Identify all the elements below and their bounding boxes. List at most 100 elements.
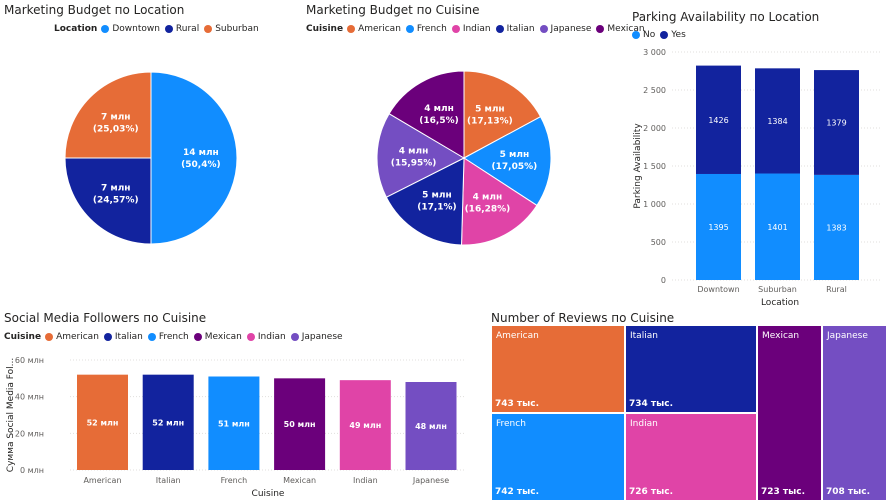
- treemap-cell-indian[interactable]: Indian 726 тыс.: [625, 413, 757, 501]
- bar-data-label: 50 млн: [284, 420, 316, 429]
- y-axis-title: Parking Availability: [633, 123, 643, 209]
- legend-item-american[interactable]: American: [45, 332, 99, 342]
- bar-data-label: 1426: [708, 116, 728, 125]
- y-tick-label: 60 млн: [15, 356, 44, 365]
- slice-percent-label: (17,13%): [467, 117, 513, 127]
- pie-slice-indian[interactable]: [460, 157, 538, 246]
- legend-item-suburban[interactable]: Suburban: [204, 24, 259, 34]
- legend-dot: [596, 25, 605, 33]
- pie-slice-american[interactable]: [463, 70, 542, 159]
- bar-suburban-no[interactable]: [755, 173, 800, 280]
- pie-slice-italian[interactable]: [385, 157, 465, 246]
- pie-slice-downtown[interactable]: [150, 71, 238, 245]
- slice-percent-label: (16,28%): [465, 205, 511, 215]
- bar-french[interactable]: [208, 376, 260, 471]
- pie-slice-mexican[interactable]: [388, 70, 465, 159]
- bar-rural-no[interactable]: [814, 174, 859, 280]
- slice-value-label: 5 млн: [500, 150, 530, 160]
- followers-panel: Social Media Followers по Cuisine Cuisin…: [4, 308, 464, 501]
- bar-rural-yes[interactable]: [814, 70, 859, 175]
- legend-dot: [347, 25, 356, 33]
- legend-item-italian[interactable]: Italian: [495, 24, 535, 34]
- slice-value-label: 4 млн: [473, 193, 503, 203]
- legend-item-yes[interactable]: Yes: [660, 30, 686, 40]
- bar-data-label: 49 млн: [349, 421, 381, 430]
- bar-mexican[interactable]: [274, 378, 326, 470]
- budget-cuisine-panel: Marketing Budget по Cuisine Cuisine Ameri…: [306, 0, 645, 300]
- legend-dot: [451, 25, 460, 33]
- pie-slice-rural[interactable]: [64, 157, 152, 245]
- legend-label: Indian: [462, 24, 491, 34]
- legend-label: Rural: [175, 24, 200, 34]
- treemap-cell-name: Mexican: [762, 331, 800, 341]
- treemap-cell-mexican[interactable]: Mexican 723 тыс.: [757, 325, 822, 501]
- pie-slice-french[interactable]: [463, 116, 552, 207]
- budget-location-pie: 14 млн (50,4%) 7 млн (24,57%) 7 млн (25,03%): [64, 71, 238, 245]
- bar-data-label: 1401: [767, 223, 787, 232]
- parking-title: Parking Availability по Location: [632, 10, 820, 24]
- legend-label: Japanese: [301, 332, 343, 342]
- budget-location-panel: Marketing Budget по Location Location Dow…: [4, 0, 304, 300]
- y-tick-label: 20 млн: [15, 429, 44, 438]
- legend-label: American: [56, 332, 99, 342]
- legend-item-american[interactable]: American: [347, 24, 401, 34]
- y-tick-label: 1 500: [643, 162, 666, 171]
- legend-item-no[interactable]: No: [632, 30, 655, 40]
- treemap-cell-value: 742 тыс.: [495, 487, 540, 497]
- legend-dot: [632, 31, 640, 39]
- bar-downtown-no[interactable]: [696, 173, 741, 280]
- legend-label: Indian: [257, 332, 286, 342]
- bar-downtown-yes[interactable]: [696, 65, 741, 174]
- legend-label: French: [158, 332, 189, 342]
- treemap-cell-american[interactable]: American 743 тыс.: [491, 325, 625, 413]
- legend-label: Italian: [114, 332, 143, 342]
- legend-item-japanese[interactable]: Japanese: [290, 332, 343, 342]
- legend-item-downtown[interactable]: Downtown: [101, 24, 160, 34]
- pie-slice-japanese[interactable]: [376, 113, 466, 198]
- parking-panel: Parking Availability по Location No Yes 0…: [632, 0, 887, 310]
- y-tick-label: 2 000: [643, 124, 666, 133]
- slice-percent-label: (17,1%): [417, 203, 456, 213]
- legend-dot: [495, 25, 504, 33]
- legend-item-indian[interactable]: Indian: [246, 332, 286, 342]
- bar-suburban-yes[interactable]: [755, 68, 800, 174]
- legend-item-japanese[interactable]: Japanese: [539, 24, 591, 34]
- treemap-cell-italian[interactable]: Italian 734 тыс.: [625, 325, 757, 413]
- legend-item-indian[interactable]: Indian: [451, 24, 491, 34]
- legend-item-mexican[interactable]: Mexican: [596, 24, 645, 34]
- legend-item-rural[interactable]: Rural: [164, 24, 200, 34]
- legend-dot: [204, 25, 213, 33]
- budget-cuisine-pie: 5 млн (17,13%) 5 млн (17,05%) 4 млн (16,28%) 5…: [376, 70, 552, 246]
- budget-cuisine-title: Marketing Budget по Cuisine: [306, 3, 480, 17]
- treemap-cell-value: 726 тыс.: [629, 487, 674, 497]
- x-tick-label: Italian: [156, 476, 181, 485]
- bar-american[interactable]: [77, 374, 128, 470]
- slice-percent-label: (24,57%): [93, 195, 139, 205]
- legend-dot: [246, 333, 255, 341]
- legend-label: Downtown: [112, 24, 160, 34]
- treemap-cell-value: 708 тыс.: [826, 487, 871, 497]
- pie-slice-suburban[interactable]: [64, 71, 152, 159]
- legend-item-mexican[interactable]: Mexican: [193, 332, 242, 342]
- bar-italian[interactable]: [142, 374, 194, 470]
- y-tick-label: 1 000: [643, 200, 666, 209]
- legend-dot: [147, 333, 156, 341]
- parking-legend: No Yes: [632, 30, 691, 40]
- bar-japanese[interactable]: [405, 382, 457, 470]
- bar-data-label: 52 млн: [152, 418, 184, 427]
- budget-location-legend: Location Downtown Rural Suburban: [54, 24, 264, 34]
- legend-title: Location: [54, 24, 98, 34]
- legend-item-italian[interactable]: Italian: [103, 332, 143, 342]
- legend-item-french[interactable]: French: [147, 332, 189, 342]
- y-tick-label: 0 млн: [20, 466, 44, 475]
- treemap-cell-french[interactable]: French 742 тыс.: [491, 413, 625, 501]
- reviews-treemap: American 743 тыс. Italian 734 тыс. French 742…: [491, 325, 887, 501]
- legend-item-french[interactable]: French: [405, 24, 447, 34]
- followers-legend: Cuisine American Italian French Mexican India…: [4, 332, 348, 342]
- slice-percent-label: (16,5%): [419, 116, 458, 126]
- bar-indian[interactable]: [339, 380, 391, 470]
- reviews-title: Number of Reviews по Cuisine: [491, 311, 675, 325]
- x-tick-label: Indian: [353, 476, 378, 485]
- slice-value-label: 5 млн: [475, 105, 505, 115]
- treemap-cell-japanese[interactable]: Japanese 708 тыс.: [822, 325, 887, 501]
